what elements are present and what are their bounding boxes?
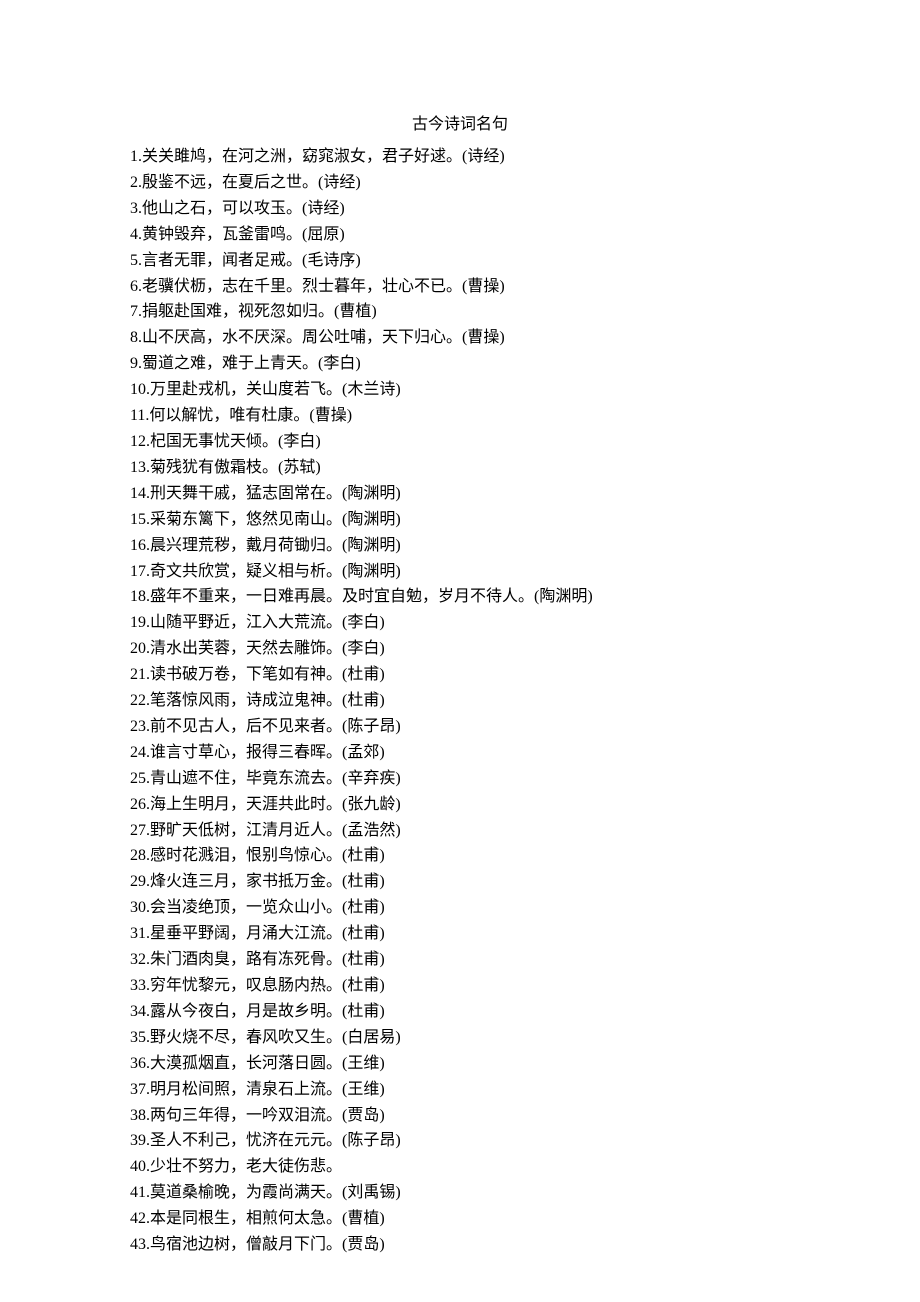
quote-item: 31.星垂平野阔，月涌大江流。(杜甫) [130,921,790,947]
quote-item: 21.读书破万卷，下笔如有神。(杜甫) [130,662,790,688]
quote-item: 2.殷鉴不远，在夏后之世。(诗经) [130,170,790,196]
quote-list: 1.关关雎鸠，在河之洲，窈窕淑女，君子好逑。(诗经)2.殷鉴不远，在夏后之世。(… [130,144,790,1258]
quote-item: 24.谁言寸草心，报得三春晖。(孟郊) [130,740,790,766]
quote-item: 15.采菊东篱下，悠然见南山。(陶渊明) [130,507,790,533]
quote-item: 32.朱门酒肉臭，路有冻死骨。(杜甫) [130,947,790,973]
document-title: 古今诗词名句 [130,110,790,134]
quote-item: 23.前不见古人，后不见来者。(陈子昂) [130,714,790,740]
quote-item: 20.清水出芙蓉，天然去雕饰。(李白) [130,636,790,662]
quote-item: 25.青山遮不住，毕竟东流去。(辛弃疾) [130,766,790,792]
quote-item: 29.烽火连三月，家书抵万金。(杜甫) [130,869,790,895]
quote-item: 37.明月松间照，清泉石上流。(王维) [130,1077,790,1103]
quote-item: 41.莫道桑榆晚，为霞尚满天。(刘禹锡) [130,1180,790,1206]
quote-item: 33.穷年忧黎元，叹息肠内热。(杜甫) [130,973,790,999]
quote-item: 13.菊残犹有傲霜枝。(苏轼) [130,455,790,481]
quote-item: 19.山随平野近，江入大荒流。(李白) [130,610,790,636]
quote-item: 17.奇文共欣赏，疑义相与析。(陶渊明) [130,559,790,585]
quote-item: 5.言者无罪，闻者足戒。(毛诗序) [130,248,790,274]
quote-item: 8.山不厌高，水不厌深。周公吐哺，天下归心。(曹操) [130,325,790,351]
quote-item: 27.野旷天低树，江清月近人。(孟浩然) [130,818,790,844]
quote-item: 14.刑天舞干戚，猛志固常在。(陶渊明) [130,481,790,507]
quote-item: 4.黄钟毁弃，瓦釜雷鸣。(屈原) [130,222,790,248]
quote-item: 11.何以解忧，唯有杜康。(曹操) [130,403,790,429]
quote-item: 35.野火烧不尽，春风吹又生。(白居易) [130,1025,790,1051]
quote-item: 36.大漠孤烟直，长河落日圆。(王维) [130,1051,790,1077]
quote-item: 30.会当凌绝顶，一览众山小。(杜甫) [130,895,790,921]
quote-item: 12.杞国无事忧天倾。(李白) [130,429,790,455]
quote-item: 34.露从今夜白，月是故乡明。(杜甫) [130,999,790,1025]
quote-item: 1.关关雎鸠，在河之洲，窈窕淑女，君子好逑。(诗经) [130,144,790,170]
quote-item: 3.他山之石，可以攻玉。(诗经) [130,196,790,222]
quote-item: 42.本是同根生，相煎何太急。(曹植) [130,1206,790,1232]
quote-item: 43.鸟宿池边树，僧敲月下门。(贾岛) [130,1232,790,1258]
quote-item: 22.笔落惊风雨，诗成泣鬼神。(杜甫) [130,688,790,714]
quote-item: 18.盛年不重来，一日难再晨。及时宜自勉，岁月不待人。(陶渊明) [130,584,790,610]
quote-item: 16.晨兴理荒秽，戴月荷锄归。(陶渊明) [130,533,790,559]
quote-item: 40.少壮不努力，老大徒伤悲。 [130,1154,790,1180]
quote-item: 39.圣人不利己，忧济在元元。(陈子昂) [130,1128,790,1154]
quote-item: 26.海上生明月，天涯共此时。(张九龄) [130,792,790,818]
quote-item: 38.两句三年得，一吟双泪流。(贾岛) [130,1103,790,1129]
quote-item: 7.捐躯赴国难，视死忽如归。(曹植) [130,299,790,325]
quote-item: 6.老骥伏枥，志在千里。烈士暮年，壮心不已。(曹操) [130,274,790,300]
quote-item: 10.万里赴戎机，关山度若飞。(木兰诗) [130,377,790,403]
quote-item: 28.感时花溅泪，恨别鸟惊心。(杜甫) [130,843,790,869]
quote-item: 9.蜀道之难，难于上青天。(李白) [130,351,790,377]
